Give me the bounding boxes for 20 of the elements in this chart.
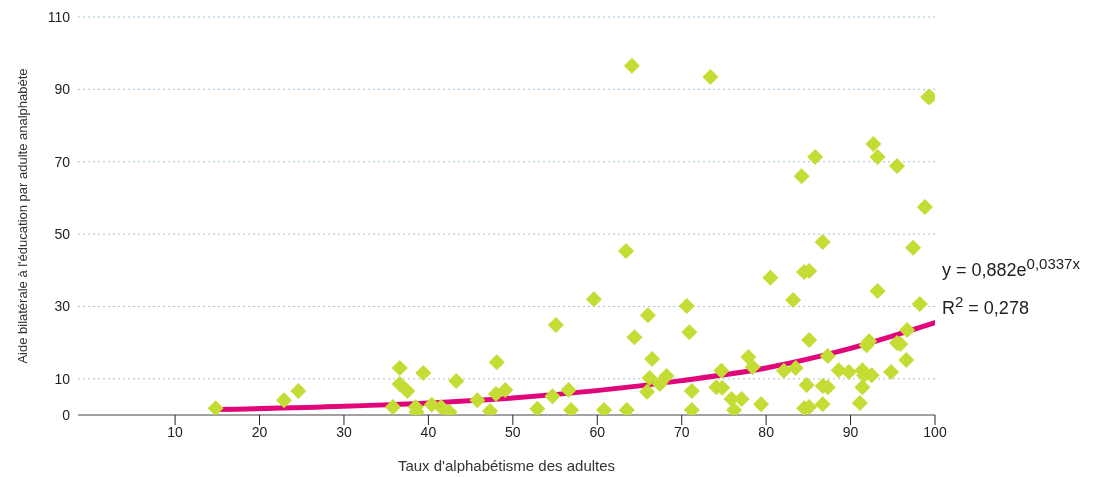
x-tick-label: 80 bbox=[758, 423, 775, 440]
y-tick-label: 70 bbox=[54, 153, 71, 170]
y-tick-label: 30 bbox=[54, 298, 71, 315]
text: y = 0,882e$^{0,0337x}$ bbox=[942, 254, 1080, 282]
x-tick-label: 60 bbox=[589, 423, 606, 440]
y-tick-label: 110 bbox=[47, 8, 71, 25]
y-tick-label: 50 bbox=[54, 226, 71, 243]
x-tick-label: 30 bbox=[336, 423, 352, 440]
y-tick-label: 0 bbox=[62, 406, 71, 423]
x-tick-label: 90 bbox=[842, 423, 859, 440]
y-tick-label: 10 bbox=[54, 370, 71, 387]
y-axis-title: Aide bilatérale à l'éducation par adulte analphabète bbox=[14, 68, 30, 364]
x-tick-label: 10 bbox=[167, 423, 184, 440]
text: R$^{2}$ = 0,278 bbox=[942, 292, 1030, 320]
x-tick-label: 20 bbox=[251, 423, 268, 440]
x-tick-label: 70 bbox=[673, 423, 690, 440]
x-tick-label: 100 bbox=[923, 423, 947, 440]
x-tick-label: 40 bbox=[420, 423, 437, 440]
x-tick-label: 50 bbox=[505, 423, 521, 440]
y-tick-label: 90 bbox=[54, 81, 71, 98]
